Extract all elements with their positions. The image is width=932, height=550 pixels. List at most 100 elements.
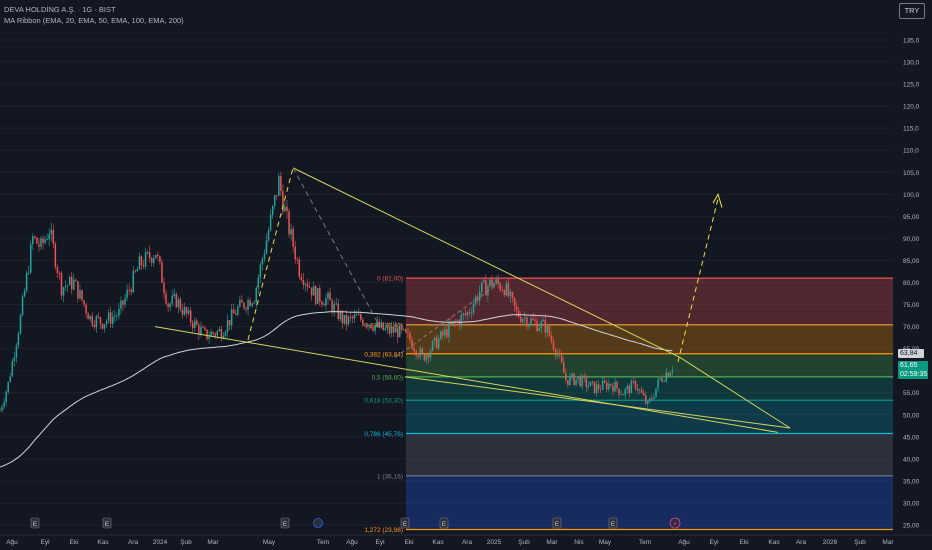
earnings-marker-label: E xyxy=(611,521,616,528)
candle-body xyxy=(567,380,569,385)
candle-body xyxy=(329,292,331,301)
candle-body xyxy=(450,322,452,324)
candle-body xyxy=(150,258,153,263)
candle xyxy=(228,320,231,331)
candle xyxy=(107,309,110,324)
candle xyxy=(1,404,3,413)
candle xyxy=(425,352,428,364)
candle xyxy=(423,353,426,362)
candle xyxy=(429,348,432,362)
candle xyxy=(40,235,42,251)
candle-body xyxy=(550,336,553,341)
price-tick-label: 30,00 xyxy=(903,500,920,507)
candle-body xyxy=(288,211,290,235)
candle xyxy=(13,351,16,367)
candle xyxy=(64,280,67,292)
fib-zone xyxy=(406,353,893,377)
candle xyxy=(517,307,520,319)
candle-body xyxy=(36,237,38,244)
candle-body xyxy=(11,361,14,377)
candle xyxy=(659,378,661,382)
candle-body xyxy=(0,410,1,412)
candle-body xyxy=(159,255,161,262)
price-tick-label: 55,00 xyxy=(903,390,920,397)
price-tick-label: 45,00 xyxy=(903,434,920,441)
price-tick-label: 50,00 xyxy=(903,412,920,419)
candle xyxy=(595,380,598,397)
candle xyxy=(645,391,647,405)
candle xyxy=(431,339,434,352)
candle xyxy=(437,334,440,351)
candle-body xyxy=(30,244,32,273)
candle-body xyxy=(317,288,319,304)
candle xyxy=(468,307,471,317)
candle-body xyxy=(388,326,391,334)
candle-body xyxy=(597,384,600,390)
candle-body xyxy=(32,236,34,245)
candle-body xyxy=(196,320,198,325)
candle xyxy=(345,309,348,331)
candle xyxy=(573,372,575,386)
candle-body xyxy=(81,290,83,301)
candle-body xyxy=(226,320,229,332)
candle xyxy=(466,311,469,321)
candle-body xyxy=(247,300,249,310)
candle-body xyxy=(165,293,167,304)
candle xyxy=(540,318,542,335)
upper-trendline xyxy=(292,167,681,358)
candle-body xyxy=(218,329,221,332)
candle xyxy=(247,296,249,317)
candle-body xyxy=(157,254,159,256)
candle-body xyxy=(370,324,372,329)
candle-body xyxy=(642,392,645,396)
candle-body xyxy=(118,308,120,316)
candle-body xyxy=(532,318,534,320)
candle-body xyxy=(663,381,665,383)
candle-body xyxy=(499,283,501,291)
candle-body xyxy=(46,239,48,241)
candle-body xyxy=(560,353,563,363)
candle-body xyxy=(138,256,141,270)
currency-badge[interactable]: TRY xyxy=(899,3,925,19)
candle xyxy=(374,324,376,335)
candle xyxy=(589,381,592,387)
candle xyxy=(42,234,44,250)
candle-body xyxy=(444,329,446,336)
candle-body xyxy=(310,287,313,296)
candle-body xyxy=(519,316,522,322)
candle-body xyxy=(271,206,274,215)
candle-body xyxy=(640,389,643,393)
candle xyxy=(485,274,487,296)
candle-body xyxy=(442,331,444,336)
candle-body xyxy=(358,313,360,315)
candle xyxy=(581,373,583,391)
candle-body xyxy=(575,379,577,385)
candle xyxy=(9,372,11,383)
candle-body xyxy=(163,283,165,294)
candle-body xyxy=(56,267,59,274)
candle xyxy=(0,407,1,412)
candle-body xyxy=(489,279,491,286)
time-tick-label: Eyl xyxy=(40,539,50,546)
candle xyxy=(507,278,510,298)
candle-body xyxy=(5,391,7,403)
candle xyxy=(73,273,75,291)
candle-body xyxy=(126,289,128,298)
candle xyxy=(608,379,610,392)
earnings-marker xyxy=(400,517,410,529)
time-tick-label: Kas xyxy=(768,539,780,546)
candle xyxy=(503,288,506,298)
candle-body xyxy=(109,312,112,324)
candle xyxy=(556,348,559,359)
candle xyxy=(565,368,567,384)
candle xyxy=(505,280,508,297)
time-tick-label: Mar xyxy=(546,539,558,546)
candle xyxy=(120,296,122,315)
indicator-legend[interactable]: MA Ribbon (EMA, 20, EMA, 50, EMA, 100, E… xyxy=(4,16,184,25)
candle-body xyxy=(228,320,231,326)
candle xyxy=(308,281,311,289)
candle xyxy=(267,226,270,243)
candle-body xyxy=(524,317,526,320)
candle xyxy=(388,322,391,337)
